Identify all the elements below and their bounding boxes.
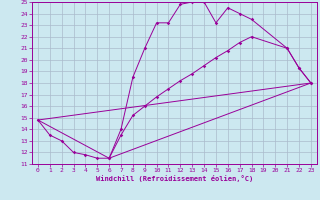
X-axis label: Windchill (Refroidissement éolien,°C): Windchill (Refroidissement éolien,°C) [96, 175, 253, 182]
